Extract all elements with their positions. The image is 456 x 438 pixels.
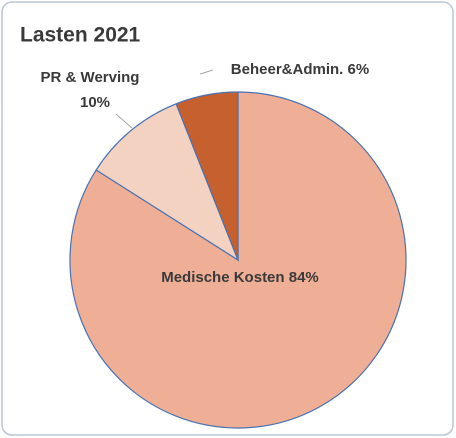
pie-slice (69, 91, 407, 429)
category-label: Beheer&Admin. (231, 61, 344, 78)
pie-slice (175, 91, 239, 261)
value-label: 84% (289, 269, 319, 286)
data-label: Beheer&Admin. 6% (231, 61, 369, 78)
category-label: Medische Kosten (161, 269, 284, 286)
data-label: Medische Kosten 84% (161, 269, 319, 286)
chart-title: Lasten 2021 (20, 24, 141, 47)
value-label: 10% (80, 94, 110, 111)
leader-line (115, 113, 133, 129)
category-label: PR & Werving (41, 69, 140, 86)
leader-line (199, 69, 214, 75)
value-label: 6% (348, 61, 370, 78)
pie-slice (95, 103, 240, 262)
